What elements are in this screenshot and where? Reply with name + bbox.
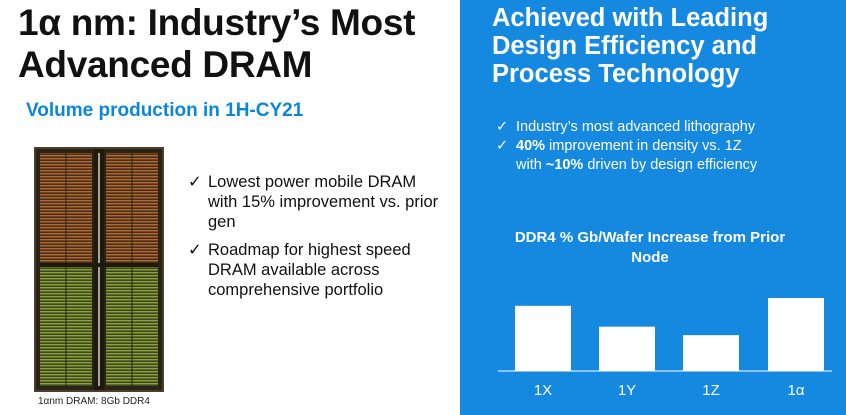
bullet-text-part: driven by design efficiency bbox=[583, 157, 758, 173]
bar-1α bbox=[768, 298, 824, 371]
right-title-line-3: Process Technology bbox=[492, 60, 740, 88]
slide-title: 1α nm: Industry’s Most Advanced DRAM bbox=[18, 2, 458, 86]
bullet-text: Industry’s most advanced lithography bbox=[516, 119, 756, 135]
slide-title-line-2: Advanced DRAM bbox=[18, 44, 313, 85]
die-caption: 1αnm DRAM: 8Gb DDR4 bbox=[38, 396, 150, 407]
bullet-text: 40% improvement in density vs. 1Z with ~1… bbox=[516, 138, 757, 173]
checkmark-icon: ✓ bbox=[496, 138, 509, 154]
right-title-line-1: Achieved with Leading bbox=[492, 4, 769, 32]
chart-title: DDR4 % Gb/Wafer Increase from Prior Node bbox=[514, 229, 786, 266]
bold-density-value: 40% bbox=[516, 138, 546, 154]
x-tick-label: 1α bbox=[787, 382, 804, 399]
bullet-item: ✓ Roadmap for highest speed DRAM availab… bbox=[188, 240, 448, 300]
bar-1X bbox=[515, 305, 571, 371]
bullet-item: ✓ Industry’s most advanced lithography bbox=[496, 118, 841, 137]
right-title-line-2: Design Efficiency and bbox=[492, 32, 757, 60]
checkmark-icon: ✓ bbox=[188, 241, 202, 259]
bullet-text-part: with bbox=[516, 157, 546, 173]
bold-design-value: ~10% bbox=[545, 157, 584, 173]
checkmark-icon: ✓ bbox=[496, 119, 509, 135]
right-panel: Achieved with Leading Design Efficiency … bbox=[460, 0, 846, 415]
right-title: Achieved with Leading Design Efficiency … bbox=[492, 4, 842, 88]
bar-1Z bbox=[683, 335, 739, 371]
checkmark-icon: ✓ bbox=[188, 173, 202, 191]
left-panel: 1α nm: Industry’s Most Advanced DRAM Vol… bbox=[18, 2, 458, 407]
dram-die-graphic bbox=[36, 149, 162, 390]
left-bullet-list: ✓ Lowest power mobile DRAM with 15% impr… bbox=[188, 172, 448, 308]
x-tick-label: 1Z bbox=[702, 382, 720, 399]
right-bullet-list: ✓ Industry’s most advanced lithography ✓… bbox=[496, 118, 841, 175]
bullet-text: Lowest power mobile DRAM with 15% improv… bbox=[208, 173, 439, 231]
x-tick-label: 1X bbox=[534, 382, 552, 399]
bullet-text: Roadmap for highest speed DRAM available… bbox=[208, 241, 411, 299]
bullet-text-part: improvement in density vs. 1Z bbox=[545, 138, 742, 154]
bar-1Y bbox=[599, 326, 655, 371]
bullet-item: ✓ 40% improvement in density vs. 1Z with … bbox=[496, 137, 841, 175]
x-tick-label: 1Y bbox=[618, 382, 636, 399]
bar-chart: 1X 1Y 1Z 1α bbox=[498, 298, 832, 399]
bullet-item: ✓ Lowest power mobile DRAM with 15% impr… bbox=[188, 172, 448, 232]
slide-title-line-1: 1α nm: Industry’s Most bbox=[18, 2, 416, 43]
subtitle: Volume production in 1H-CY21 bbox=[26, 100, 304, 121]
dram-die-image bbox=[34, 147, 164, 392]
